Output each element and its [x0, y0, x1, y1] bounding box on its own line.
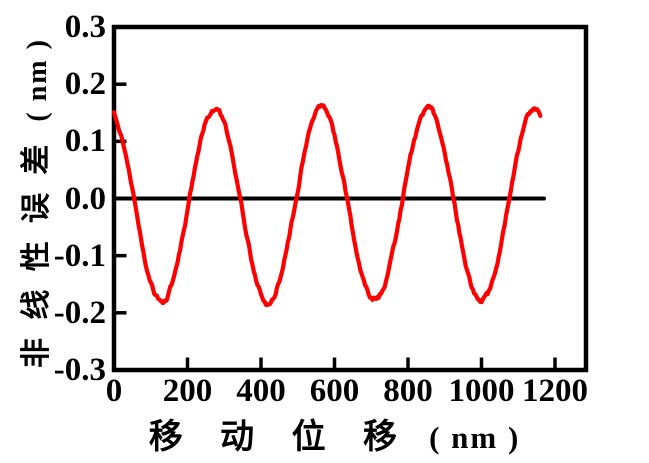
x-axis-title: 移 动 位 移 ( nm )	[114, 409, 555, 458]
y-tick-label: -0.1	[53, 237, 106, 274]
x-tick-mark	[259, 357, 263, 368]
x-tick-mark	[553, 357, 557, 368]
x-tick-label: 200	[162, 373, 213, 409]
x-axis-title-text: 移 动 位 移	[148, 418, 412, 456]
x-tick-label: 1000	[448, 373, 515, 409]
x-tick-mark	[185, 357, 190, 368]
y-tick-label: 0.2	[64, 66, 106, 103]
y-tick-label: 0.0	[64, 180, 106, 217]
y-axis-title-unit: ( nm )	[22, 38, 53, 122]
y-tick-label: 0.1	[64, 123, 106, 160]
x-tick-mark	[479, 357, 484, 368]
y-tick-label: -0.3	[53, 351, 106, 388]
x-tick-mark	[406, 357, 410, 368]
y-tick-mark	[116, 253, 127, 258]
nonlinearity-error-curve	[111, 103, 543, 308]
x-tick-label: 0	[105, 373, 123, 409]
y-axis-title-text: 非 线 性 误 差	[20, 139, 53, 368]
y-tick-label: -0.2	[53, 294, 106, 331]
x-tick-mark	[332, 357, 337, 368]
y-tick-label: 0.3	[64, 9, 106, 46]
x-tick-label: 1200	[522, 373, 588, 409]
y-tick-mark	[116, 311, 127, 315]
x-axis-title-unit: ( nm )	[429, 420, 521, 455]
x-tick-label: 400	[236, 373, 286, 409]
x-tick-label: 600	[309, 373, 360, 409]
x-tick-label: 800	[383, 373, 433, 409]
y-tick-mark	[116, 82, 127, 86]
y-axis-title: 非 线 性 误 差 ( nm )	[11, 3, 55, 403]
